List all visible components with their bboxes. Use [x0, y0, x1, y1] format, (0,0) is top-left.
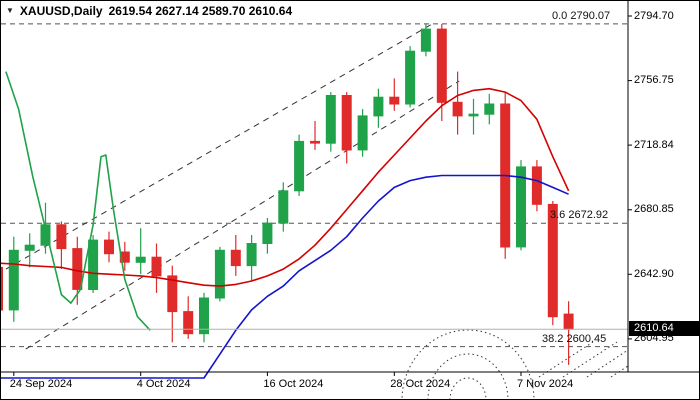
y-axis-label: 2794.70: [634, 9, 674, 22]
x-axis-label: 24 Sep 2024: [9, 378, 73, 390]
fib-level-label: 38.2 2600.45: [542, 332, 607, 345]
y-axis-label: 2756.75: [634, 74, 674, 87]
x-axis-label: 4 Oct 2024: [136, 378, 191, 390]
x-axis-label: 28 Oct 2024: [390, 378, 451, 390]
symbol-dropdown-icon[interactable]: ▼: [6, 6, 14, 15]
ohlc-values: 2619.54 2627.14 2589.70 2610.64: [108, 4, 293, 18]
x-axis-label: 16 Oct 2024: [263, 378, 324, 390]
y-axis-label: 2680.85: [634, 203, 674, 216]
chart-header: ▼ XAUUSD,Daily 2619.54 2627.14 2589.70 2…: [6, 4, 292, 18]
symbol-timeframe-label: XAUUSD,Daily: [19, 4, 103, 18]
current-price-box: 2610.64: [629, 321, 699, 337]
fib-level-label: 3.6 2672.92: [550, 209, 609, 222]
x-axis-label: 7 Nov 2024: [517, 378, 574, 390]
fib-level-label: 0.0 2790.07: [552, 9, 611, 22]
y-axis-label: 2718.84: [634, 138, 674, 151]
y-axis-label: 2642.90: [634, 267, 674, 280]
